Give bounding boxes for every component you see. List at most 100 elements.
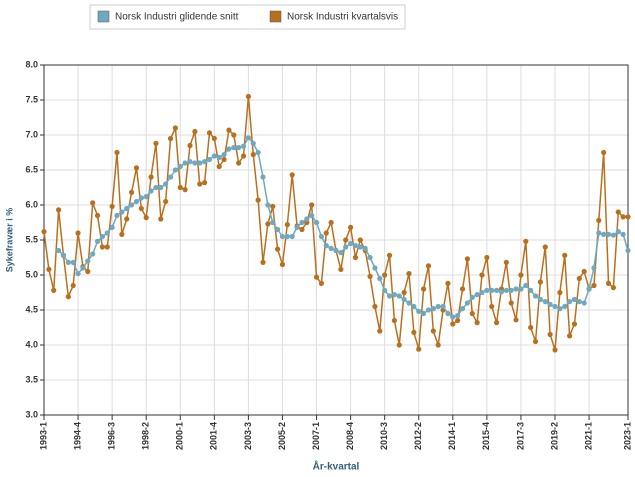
data-point bbox=[192, 128, 198, 135]
data-point bbox=[177, 163, 183, 170]
y-axis-title: Sykefravær i % bbox=[4, 208, 14, 273]
data-point bbox=[158, 184, 164, 191]
data-point bbox=[309, 212, 315, 219]
data-point bbox=[421, 310, 427, 317]
data-point bbox=[323, 230, 329, 236]
data-point bbox=[406, 300, 412, 306]
y-tick-label: 8.0 bbox=[25, 59, 38, 69]
data-point bbox=[601, 231, 607, 237]
data-point bbox=[187, 159, 193, 165]
y-tick-label: 5.5 bbox=[25, 234, 38, 244]
data-point bbox=[425, 307, 432, 313]
x-tick-label: 2003-3 bbox=[243, 422, 253, 450]
data-point bbox=[537, 279, 544, 285]
series-line bbox=[58, 136, 629, 318]
y-tick-label: 3.0 bbox=[25, 409, 38, 419]
data-point bbox=[391, 317, 397, 324]
data-point bbox=[416, 346, 422, 352]
data-point bbox=[557, 289, 563, 296]
data-point bbox=[158, 216, 164, 222]
data-point bbox=[70, 282, 76, 289]
data-point bbox=[41, 229, 47, 235]
data-point bbox=[503, 287, 509, 293]
data-point bbox=[508, 300, 514, 306]
data-point bbox=[367, 254, 373, 261]
data-point bbox=[240, 153, 247, 159]
data-point bbox=[484, 287, 490, 293]
data-point bbox=[148, 188, 154, 194]
data-point bbox=[172, 167, 178, 173]
data-point bbox=[211, 135, 217, 142]
data-point bbox=[279, 233, 286, 240]
x-tick-label: 2012-2 bbox=[413, 422, 423, 450]
data-point bbox=[450, 321, 456, 327]
data-point bbox=[299, 226, 305, 233]
data-point bbox=[289, 233, 295, 240]
y-tick-label: 7.5 bbox=[25, 94, 38, 104]
data-point bbox=[494, 320, 500, 326]
data-point bbox=[265, 202, 271, 208]
x-tick-label: 2021-1 bbox=[583, 422, 593, 450]
data-point bbox=[182, 187, 188, 193]
data-point bbox=[333, 247, 339, 254]
data-point bbox=[435, 342, 441, 348]
data-point bbox=[474, 292, 480, 298]
data-point bbox=[591, 265, 597, 271]
plot-border bbox=[43, 64, 629, 416]
data-point bbox=[221, 152, 227, 158]
data-point bbox=[177, 184, 183, 191]
data-point bbox=[124, 216, 130, 222]
data-point bbox=[65, 259, 71, 265]
x-tick-label: 1996-3 bbox=[107, 422, 117, 450]
data-point bbox=[542, 244, 548, 250]
data-point bbox=[557, 306, 563, 312]
data-point bbox=[498, 289, 505, 295]
data-point bbox=[206, 156, 213, 163]
legend-swatch bbox=[269, 10, 282, 23]
data-point bbox=[377, 328, 383, 334]
data-point bbox=[75, 230, 81, 236]
data-point bbox=[479, 272, 485, 278]
data-point bbox=[226, 146, 232, 152]
data-point bbox=[265, 221, 271, 227]
data-point bbox=[571, 321, 578, 327]
x-tick-label: 1998-2 bbox=[141, 422, 151, 450]
data-point bbox=[202, 180, 208, 186]
data-point bbox=[56, 207, 62, 213]
x-tick-label: 2005-2 bbox=[277, 422, 287, 450]
data-point bbox=[270, 219, 276, 226]
data-point bbox=[80, 265, 86, 271]
data-point bbox=[348, 240, 354, 247]
data-point bbox=[270, 203, 276, 209]
data-point bbox=[163, 198, 169, 205]
data-point bbox=[596, 230, 602, 236]
y-tick-label: 7.0 bbox=[25, 129, 38, 139]
data-point bbox=[362, 245, 368, 251]
x-tick-label: 2014-1 bbox=[447, 422, 457, 450]
data-point bbox=[386, 293, 393, 299]
data-point bbox=[406, 271, 412, 277]
data-point bbox=[352, 254, 359, 261]
data-point bbox=[528, 324, 534, 331]
data-point bbox=[571, 296, 578, 303]
data-point bbox=[372, 265, 378, 271]
data-point bbox=[464, 300, 470, 306]
data-point bbox=[547, 301, 553, 307]
data-point bbox=[197, 181, 203, 187]
data-point bbox=[284, 222, 290, 228]
data-point bbox=[133, 198, 140, 205]
data-point bbox=[542, 299, 548, 305]
data-point bbox=[240, 143, 247, 149]
data-point bbox=[377, 275, 383, 282]
data-point bbox=[328, 245, 334, 251]
data-point bbox=[532, 338, 539, 345]
data-point bbox=[206, 130, 213, 136]
y-tick-label: 6.5 bbox=[25, 164, 38, 174]
data-point bbox=[70, 259, 76, 265]
data-point bbox=[216, 154, 222, 160]
data-point bbox=[411, 303, 417, 310]
data-point bbox=[513, 317, 519, 323]
data-point bbox=[464, 256, 470, 262]
data-point bbox=[124, 205, 130, 212]
